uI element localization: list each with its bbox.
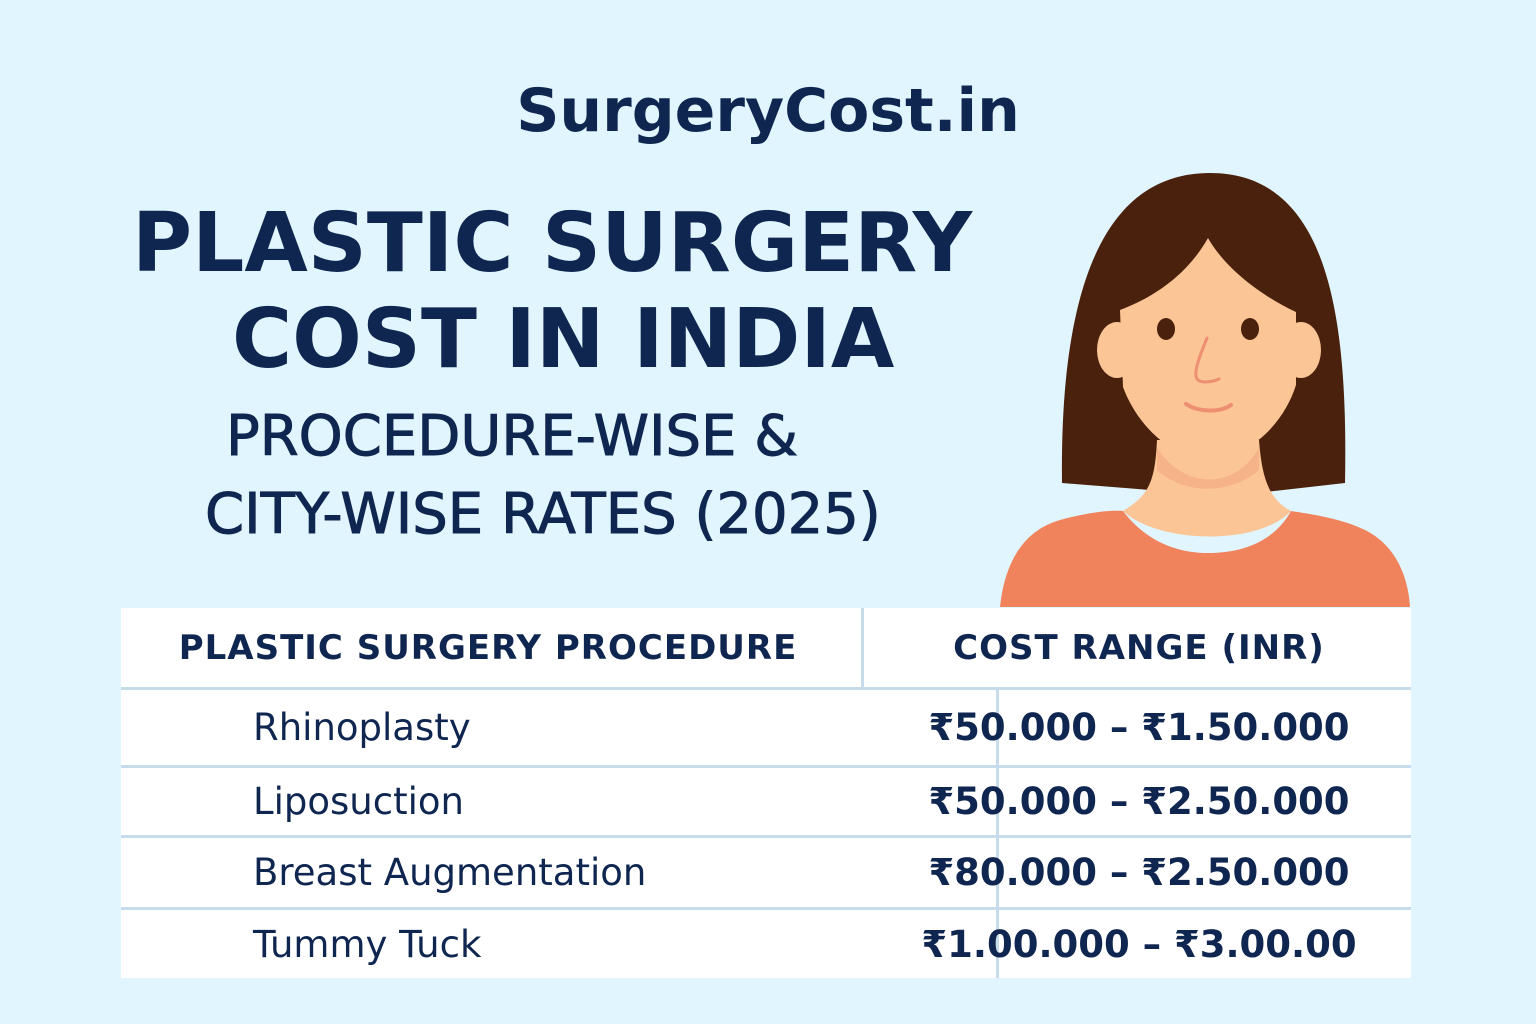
table-header-row: PLASTIC SURGERY PROCEDURE COST RANGE (IN… (121, 608, 1411, 690)
cost-cell: ₹50.000 – ₹1.50.000 (928, 706, 1350, 749)
brand-name: SurgeryCost.in (516, 76, 1020, 146)
left-eye (1157, 318, 1175, 340)
mouth (1184, 402, 1233, 413)
title-line-2: COST IN INDIA (232, 292, 895, 387)
procedure-cell: Tummy Tuck (121, 910, 999, 978)
procedure-cell: Rhinoplasty (121, 690, 999, 765)
face (1120, 238, 1296, 462)
brand-logo-text: SurgeryCost.in (0, 76, 1536, 146)
cost-cell: ₹80.000 – ₹2.50.000 (928, 851, 1350, 894)
neck-shadow (1157, 448, 1259, 489)
title-line-1: PLASTIC SURGERY (132, 196, 973, 291)
header-procedure: PLASTIC SURGERY PROCEDURE (121, 608, 864, 687)
procedure-cell: Liposuction (121, 768, 999, 835)
right-eye (1241, 318, 1259, 340)
cost-cell: ₹50.000 – ₹2.50.000 (928, 780, 1350, 823)
table-row: Tummy Tuck ₹1.00.000 – ₹3.00.00 (121, 910, 1411, 978)
subtitle-line-2: CITY-WISE RATES (2025) (205, 482, 882, 548)
subtitle-line-1: PROCEDURE-WISE & (226, 404, 799, 470)
table-row: Rhinoplasty ₹50.000 – ₹1.50.000 (121, 690, 1411, 768)
cost-cell: ₹1.00.000 – ₹3.00.00 (921, 922, 1357, 966)
shirt (1000, 510, 1410, 607)
table-row: Breast Augmentation ₹80.000 – ₹2.50.000 (121, 838, 1411, 910)
procedure-cell: Breast Augmentation (121, 838, 999, 907)
header-cost-range: COST RANGE (INR) (953, 627, 1325, 668)
table-row: Liposuction ₹50.000 – ₹2.50.000 (121, 768, 1411, 838)
cost-table: PLASTIC SURGERY PROCEDURE COST RANGE (IN… (121, 608, 1411, 978)
nose (1194, 336, 1221, 384)
